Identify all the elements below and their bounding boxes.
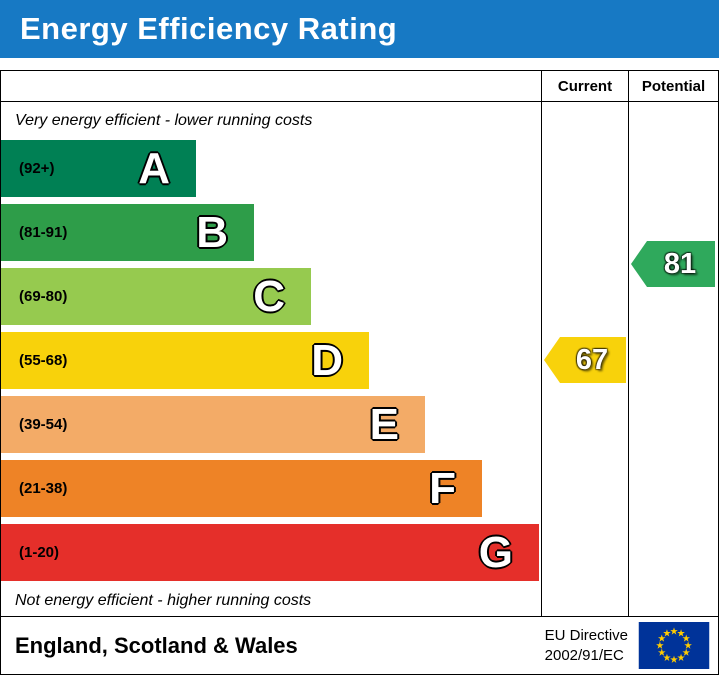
region-label: England, Scotland & Wales	[15, 632, 298, 658]
band-letter: A	[138, 143, 170, 193]
band-bar-g: (1-20) G	[1, 524, 539, 581]
band-bar-d: (55-68) D	[1, 332, 369, 389]
band-bar-e: (39-54) E	[1, 396, 425, 453]
band-range-label: (69-80)	[19, 288, 68, 305]
title-bar: Energy Efficiency Rating	[0, 0, 719, 58]
header-spacer	[1, 71, 542, 101]
footer: England, Scotland & Wales EU Directive 2…	[1, 616, 718, 674]
band-range-label: (21-38)	[19, 480, 68, 497]
eu-directive-label: EU Directive 2002/91/EC	[545, 626, 628, 665]
bands-column: Very energy efficient - lower running co…	[1, 102, 542, 616]
column-header-current: Current	[542, 71, 629, 101]
band-letter: G	[478, 527, 513, 577]
potential-column: 81	[629, 102, 718, 616]
band-range-label: (1-20)	[19, 544, 60, 561]
current-rating-value: 67	[575, 343, 609, 376]
potential-rating-value: 81	[663, 247, 697, 280]
band-range-label: (92+)	[19, 160, 55, 177]
eu-directive-line1: EU Directive	[544, 627, 628, 644]
potential-rating-pointer: 81	[631, 241, 715, 287]
bottom-note: Not energy efficient - higher running co…	[15, 592, 312, 609]
column-header-potential: Potential	[641, 77, 706, 95]
band-letter: F	[429, 463, 456, 513]
band-bar-c: (69-80) C	[1, 268, 311, 325]
band-range-label: (39-54)	[19, 416, 68, 433]
column-header-row: Current Potential	[1, 71, 718, 102]
band-letter: C	[253, 271, 285, 321]
band-range-label: (55-68)	[19, 352, 68, 369]
eu-directive-line2: 2002/91/EC	[544, 646, 624, 664]
band-range-label: (81-91)	[19, 224, 68, 241]
current-column: 67	[542, 102, 629, 616]
band-bar-f: (21-38) F	[1, 460, 482, 517]
band-letter: D	[311, 335, 343, 385]
band-letter: B	[196, 207, 228, 257]
current-rating-pointer: 67	[544, 337, 626, 383]
top-note: Very energy efficient - lower running co…	[15, 112, 313, 129]
band-bar-b: (81-91) B	[1, 204, 254, 261]
eu-flag-icon	[638, 622, 710, 669]
band-letter: E	[369, 399, 399, 449]
epc-chart: Current Potential Very energy efficient …	[0, 70, 719, 675]
band-bar-a: (92+) A	[1, 140, 196, 197]
chart-body: Very energy efficient - lower running co…	[1, 102, 718, 616]
page-title: Energy Efficiency Rating	[20, 11, 398, 46]
